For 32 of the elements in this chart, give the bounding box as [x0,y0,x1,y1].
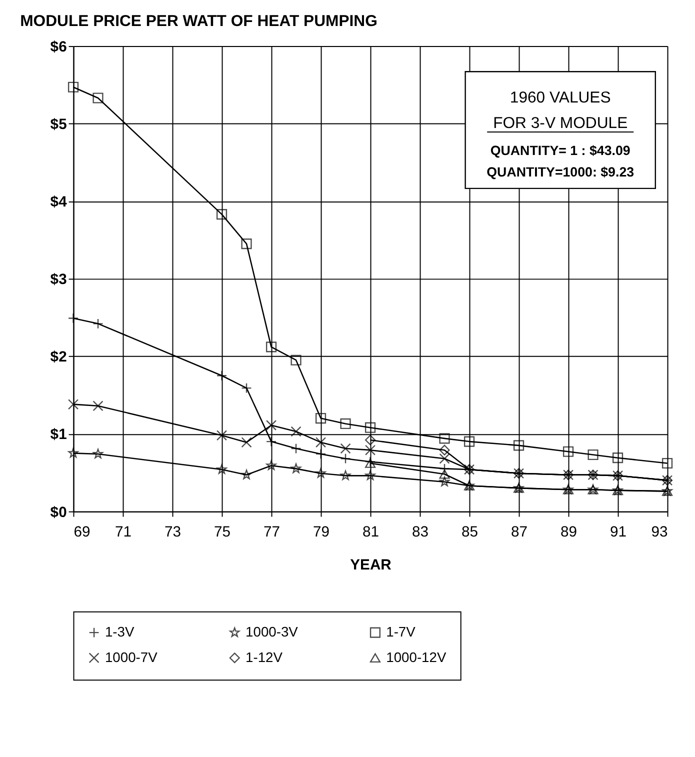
chart-title: MODULE PRICE PER WATT OF HEAT PUMPING [20,13,378,30]
legend-label: 1-7V [386,624,416,640]
legend-label: 1-3V [104,624,135,640]
x-tick-label: 75 [214,524,231,541]
x-tick-label: 91 [610,524,627,541]
x-tick-label: 71 [115,524,132,541]
y-tick-label: $5 [50,117,67,134]
annotation: FOR 3-V MODULE [493,115,628,132]
y-tick-label: $6 [50,39,67,56]
x-tick-label: 93 [651,524,668,541]
x-tick-label: 79 [313,524,330,541]
x-tick-label: 83 [412,524,429,541]
x-tick-label: 69 [74,524,90,541]
y-tick-label: $2 [50,350,67,366]
y-tick-label: $1 [50,427,67,444]
x-tick-label: 89 [560,524,578,541]
x-tick-label: 77 [264,524,280,541]
legend-label: 1-12V [246,648,284,665]
x-tick-label: 87 [511,524,528,541]
y-tick-label: $3 [50,272,67,288]
annotation: 1960 VALUES [510,89,611,106]
x-tick-label: 85 [462,524,478,541]
x-tick-label: 81 [362,524,380,541]
y-tick-label: $4 [50,194,68,211]
annotation: QUANTITY=1000: $9.23 [486,164,634,180]
y-tick-label: $0 [50,504,67,521]
x-axis-title: YEAR [350,557,392,574]
legend-label: 1000-7V [104,648,158,665]
x-tick-label: 73 [164,524,182,541]
annotation: QUANTITY= 1 : $43.09 [490,142,630,158]
legend-label: 1000-12V [386,648,447,665]
legend-label: 1000-3V [246,624,299,640]
